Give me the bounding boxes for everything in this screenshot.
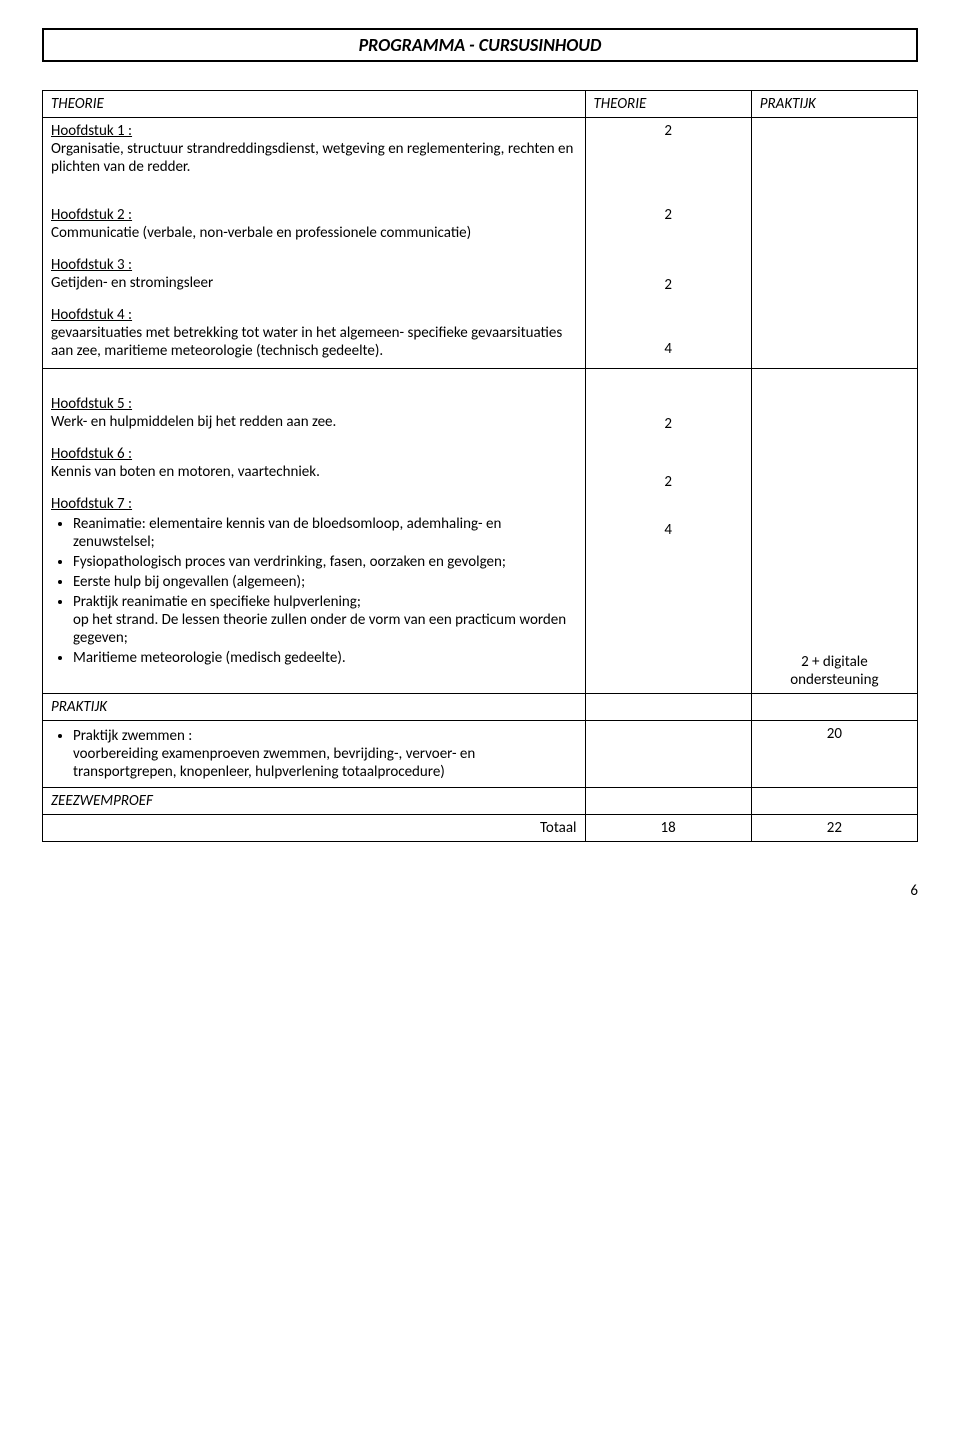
ch7-title: Hoofdstuk 7 : bbox=[51, 495, 132, 513]
ch3-value: 2 bbox=[594, 276, 743, 294]
page-banner: PROGRAMMA - CURSUSINHOUD bbox=[42, 28, 918, 62]
chapter-1-row: Hoofdstuk 1 : Organisatie, structuur str… bbox=[43, 118, 918, 181]
chapters-2-4-row: Hoofdstuk 2 : Communicatie (verbale, non… bbox=[43, 180, 918, 369]
praktijk-header: PRAKTIJK bbox=[43, 694, 586, 721]
chapters-5-7-row: Hoofdstuk 5 : Werk- en hulpmiddelen bij … bbox=[43, 369, 918, 694]
ch6-title: Hoofdstuk 6 : bbox=[51, 445, 132, 463]
ch4-body: gevaarsituaties met betrekking tot water… bbox=[51, 324, 562, 360]
ch1-body: Organisatie, structuur strandreddingsdie… bbox=[51, 140, 573, 176]
ch7-bullet: Eerste hulp bij ongevallen (algemeen); bbox=[73, 573, 577, 591]
ch1-value: 2 bbox=[585, 118, 751, 181]
ch7-bullet: Fysiopathologisch proces van verdrinking… bbox=[73, 553, 577, 571]
page-number: 6 bbox=[42, 882, 918, 900]
ch7-value: 4 bbox=[594, 521, 743, 539]
curriculum-table: THEORIE THEORIE PRAKTIJK Hoofdstuk 1 : O… bbox=[42, 90, 918, 842]
ch6-body: Kennis van boten en motoren, vaartechnie… bbox=[51, 463, 320, 481]
total-praktijk: 22 bbox=[751, 815, 917, 842]
ch2-body: Communicatie (verbale, non-verbale en pr… bbox=[51, 224, 471, 242]
praktijk-zwemmen-row: Praktijk zwemmen : voorbereiding examenp… bbox=[43, 721, 918, 788]
zeezwemproef-label: ZEEZWEMPROEF bbox=[43, 788, 586, 815]
header-col3: PRAKTIJK bbox=[751, 91, 917, 118]
praktijk-header-row: PRAKTIJK bbox=[43, 694, 918, 721]
praktijk-value: 20 bbox=[751, 721, 917, 788]
ch3-title: Hoofdstuk 3 : bbox=[51, 256, 132, 274]
praktijk-bullet: Praktijk zwemmen : voorbereiding examenp… bbox=[73, 727, 577, 781]
ch4-title: Hoofdstuk 4 : bbox=[51, 306, 132, 324]
ch5-body: Werk- en hulpmiddelen bij het redden aan… bbox=[51, 413, 336, 431]
total-label: Totaal bbox=[43, 815, 586, 842]
ch2-title: Hoofdstuk 2 : bbox=[51, 206, 132, 224]
ch7-praktijk-value: 2 + digitale ondersteuning bbox=[760, 653, 909, 689]
total-theorie: 18 bbox=[585, 815, 751, 842]
header-col2: THEORIE bbox=[585, 91, 751, 118]
ch7-bullet: Maritieme meteorologie (medisch gedeelte… bbox=[73, 649, 577, 667]
zeezwemproef-row: ZEEZWEMPROEF bbox=[43, 788, 918, 815]
header-col1: THEORIE bbox=[43, 91, 586, 118]
ch7-bullet: Praktijk reanimatie en specifieke hulpve… bbox=[73, 593, 577, 647]
ch1-praktijk bbox=[751, 118, 917, 181]
ch2-value: 2 bbox=[594, 206, 743, 224]
ch3-body: Getijden- en stromingsleer bbox=[51, 274, 213, 292]
ch7-bullet: Reanimatie: elementaire kennis van de bl… bbox=[73, 515, 577, 551]
ch1-title: Hoofdstuk 1 : bbox=[51, 122, 132, 140]
ch4-value: 4 bbox=[594, 340, 743, 358]
totals-row: Totaal 18 22 bbox=[43, 815, 918, 842]
table-header-row: THEORIE THEORIE PRAKTIJK bbox=[43, 91, 918, 118]
ch5-title: Hoofdstuk 5 : bbox=[51, 395, 132, 413]
ch5-value: 2 bbox=[594, 415, 743, 433]
ch6-value: 2 bbox=[594, 473, 743, 491]
